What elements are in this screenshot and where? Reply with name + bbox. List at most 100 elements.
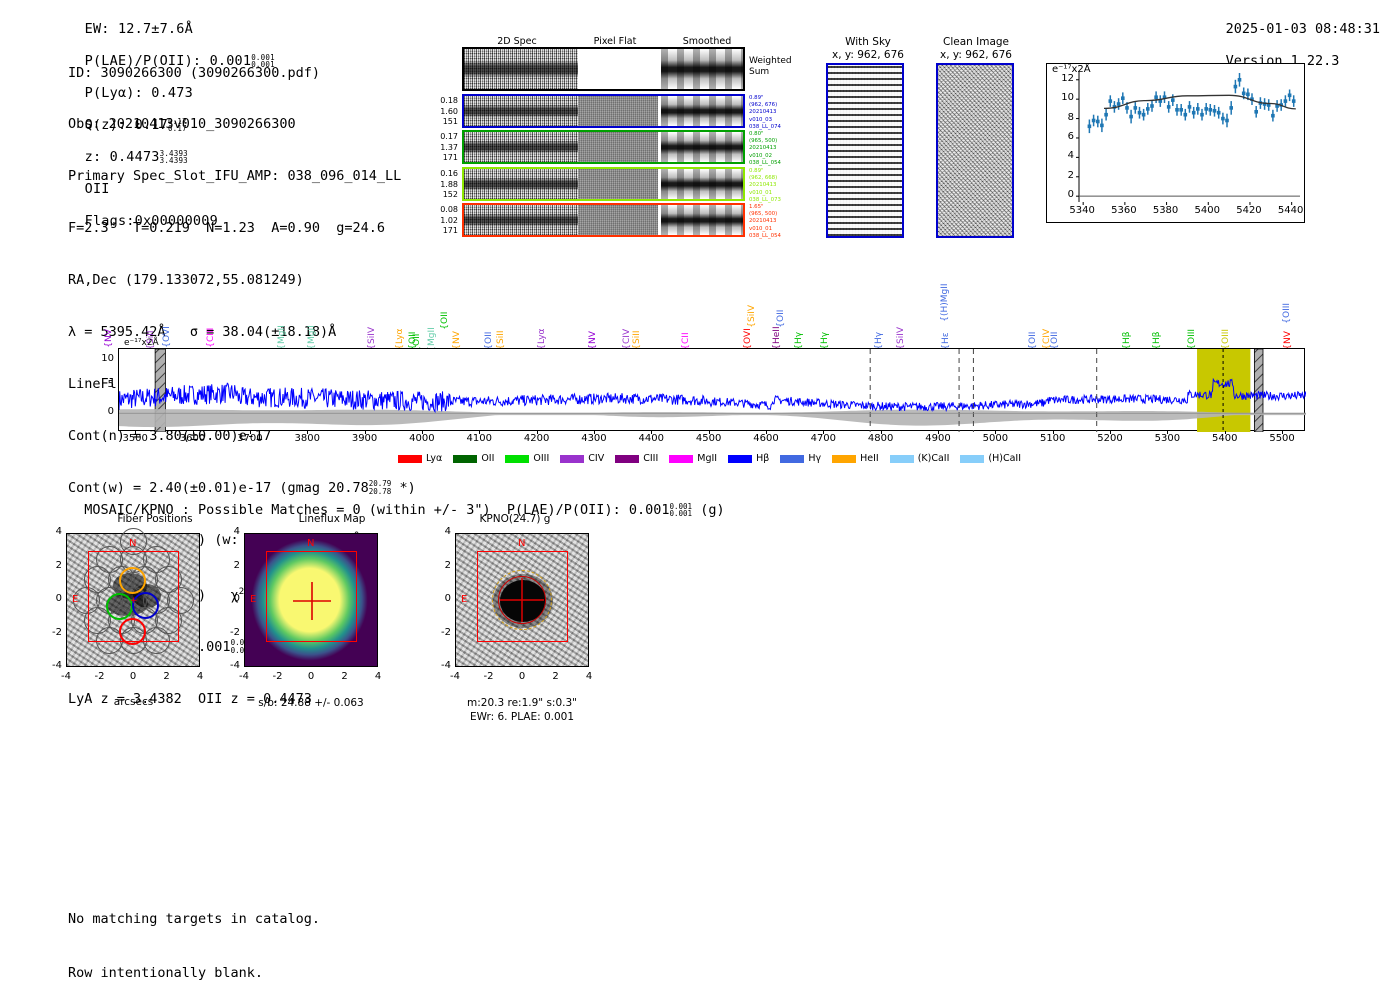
emission-line-label: MgII	[277, 325, 287, 344]
header-z-label: z: 0.4473	[84, 149, 160, 165]
row-smoothed-image	[661, 169, 743, 199]
ws-2dspec-image	[464, 49, 578, 89]
spectrum-xtickmark	[135, 431, 137, 434]
row-smoothed-image	[661, 132, 743, 162]
spec-row-meta: 0.89" (962, 668) 20210413 v010_01 038_LL_073	[749, 168, 781, 203]
row-pixelflat-image	[578, 169, 658, 199]
col-title-pixelflat: Pixel Flat	[593, 36, 637, 47]
spectrum-xtickmark	[995, 431, 997, 434]
profile-ytick: 0	[1067, 189, 1074, 201]
cutout-ytick: 2	[444, 559, 451, 571]
row-pixelflat-image	[578, 205, 658, 235]
emission-line-label: MgII	[427, 327, 437, 346]
spectrum-units: e⁻¹⁷x2Å	[124, 338, 159, 348]
legend-swatch	[669, 454, 694, 463]
legend-swatch	[832, 454, 857, 463]
spectrum-ytick: 5	[107, 379, 114, 391]
info-lambda-sigma: λ = 5395.42Å σ = 38.04(±18.18)Å	[68, 324, 337, 341]
spectrum-ytick: 0	[107, 406, 114, 418]
emission-line-brace: {	[747, 322, 757, 328]
header-summary-line: EW: 12.7±7.6Å P(LAE)/P(OII): 0.001 0.001 0…	[68, 5, 275, 229]
spectrum-xtickmark	[192, 431, 194, 434]
spectrum-xtick: 4000	[409, 433, 435, 444]
cutout-ytick: 4	[55, 526, 62, 537]
line-profile-units: e⁻¹⁷x2Å	[1052, 64, 1091, 75]
spectrum-xtick: 5300	[1154, 433, 1181, 444]
header-qz-bounds: 0.17 0.17	[167, 116, 187, 133]
legend-item: (H)CaII	[960, 453, 1021, 464]
spectrum-xtickmark	[938, 431, 939, 434]
fiber-circle	[143, 627, 170, 655]
cutout-ytick: -2	[441, 626, 451, 638]
spectrum-xtickmark	[364, 431, 366, 434]
footer-line-2: Row intentionally blank.	[68, 965, 264, 981]
legend-swatch	[728, 454, 753, 463]
kpno-caption-1: m:20.3 re:1.9" s:0.3"	[467, 697, 577, 709]
full-spectrum-plot	[118, 348, 1306, 432]
header-timestamp-block: 2025-01-03 08:48:31 Version 1.22.3	[1209, 5, 1380, 69]
mosaic-summary-line: MOSAIC/KPNO : Possible Matches = 0 (with…	[84, 501, 725, 518]
cutout-ytick: 0	[55, 593, 62, 604]
spectrum-xtick: 4700	[810, 433, 837, 444]
cutout-ytick: -2	[52, 626, 62, 638]
kpno-aperture-circle	[492, 570, 552, 630]
lineflux-crosshair-svg	[293, 582, 331, 620]
spectrum-xtick: 4900	[925, 433, 951, 444]
weighted-sum-row	[462, 47, 745, 91]
fiber-center-marker: +	[130, 596, 138, 606]
spectrum-xtickmark	[593, 431, 595, 434]
spectrum-ytick: 10	[101, 352, 114, 364]
spectrum-xtick: 5200	[1097, 433, 1123, 444]
timestamp: 2025-01-03 08:48:31	[1225, 21, 1380, 37]
emission-line-label: OVI	[162, 326, 172, 342]
header-z-species: OII	[84, 181, 110, 197]
header-plae-label: P(LAE)/P(OII): 0.001	[84, 53, 252, 69]
emission-line-label: OIII	[1187, 328, 1197, 344]
spectrum-xtick: 5500	[1269, 433, 1295, 444]
emission-line-label: CIV	[622, 328, 632, 344]
cutout-ytick: 2	[55, 559, 62, 571]
fiber-circle	[119, 527, 147, 555]
spectrum-xtickmark	[307, 431, 309, 434]
row-smoothed-image	[661, 96, 743, 126]
cutout-ytick: -4	[441, 660, 451, 671]
emission-line-label: Hβ	[1122, 331, 1132, 344]
spectrum-xtick: 4400	[638, 433, 664, 444]
spectrum-xtickmark	[421, 431, 423, 434]
emission-line-label: OII	[776, 309, 786, 322]
fiber-circle-highlighted	[131, 591, 159, 619]
cutout-ytick: 4	[444, 526, 451, 537]
fiber-circle-highlighted	[118, 566, 146, 594]
profile-xtick: 5380	[1152, 205, 1179, 216]
spec-row	[462, 130, 745, 164]
row-smoothed-image	[661, 205, 743, 235]
lineflux-red-box	[266, 551, 357, 642]
full-spectrum-svg	[119, 349, 1306, 432]
spectrum-xtickmark	[249, 431, 251, 434]
info-primary-spec: Primary Spec_Slot_IFU_AMP: 038_096_014_L…	[68, 168, 402, 185]
profile-ytick: 2	[1067, 169, 1074, 181]
legend-swatch	[615, 454, 640, 463]
emission-line-label: OII	[1050, 331, 1060, 344]
emission-line-label: SiIV	[367, 326, 377, 344]
emission-line-label: OII	[440, 311, 450, 324]
spec-row-left-values: 0.08 1.02 171	[440, 205, 458, 235]
legend-swatch	[560, 454, 585, 463]
cutout-ytick: -2	[230, 626, 240, 638]
footer-line-1: No matching targets in catalog.	[68, 911, 320, 927]
profile-ytick: 8	[1067, 111, 1074, 123]
spectrum-xtick: 3800	[294, 433, 320, 444]
cutout-xtick: 4	[585, 671, 593, 682]
legend-label: OII	[481, 453, 495, 464]
fiber-red-box	[88, 551, 179, 642]
info-obs: Obs: 20210413v010_3090266300	[68, 116, 296, 133]
info-cont-n: Cont(n) = 3.80(±0.00)e-17	[68, 427, 272, 444]
cutout-ytick: 0	[444, 593, 451, 604]
fiber-circle-highlighted	[118, 617, 146, 645]
legend-item: CIV	[560, 453, 604, 464]
withsky-title-block: With Sky x, y: 962, 676	[832, 36, 904, 61]
legend-item: MgII	[669, 453, 717, 464]
legend-label: OIII	[533, 453, 550, 464]
spectrum-xtick: 3500	[122, 433, 148, 444]
spectrum-xtick: 4200	[523, 433, 550, 444]
